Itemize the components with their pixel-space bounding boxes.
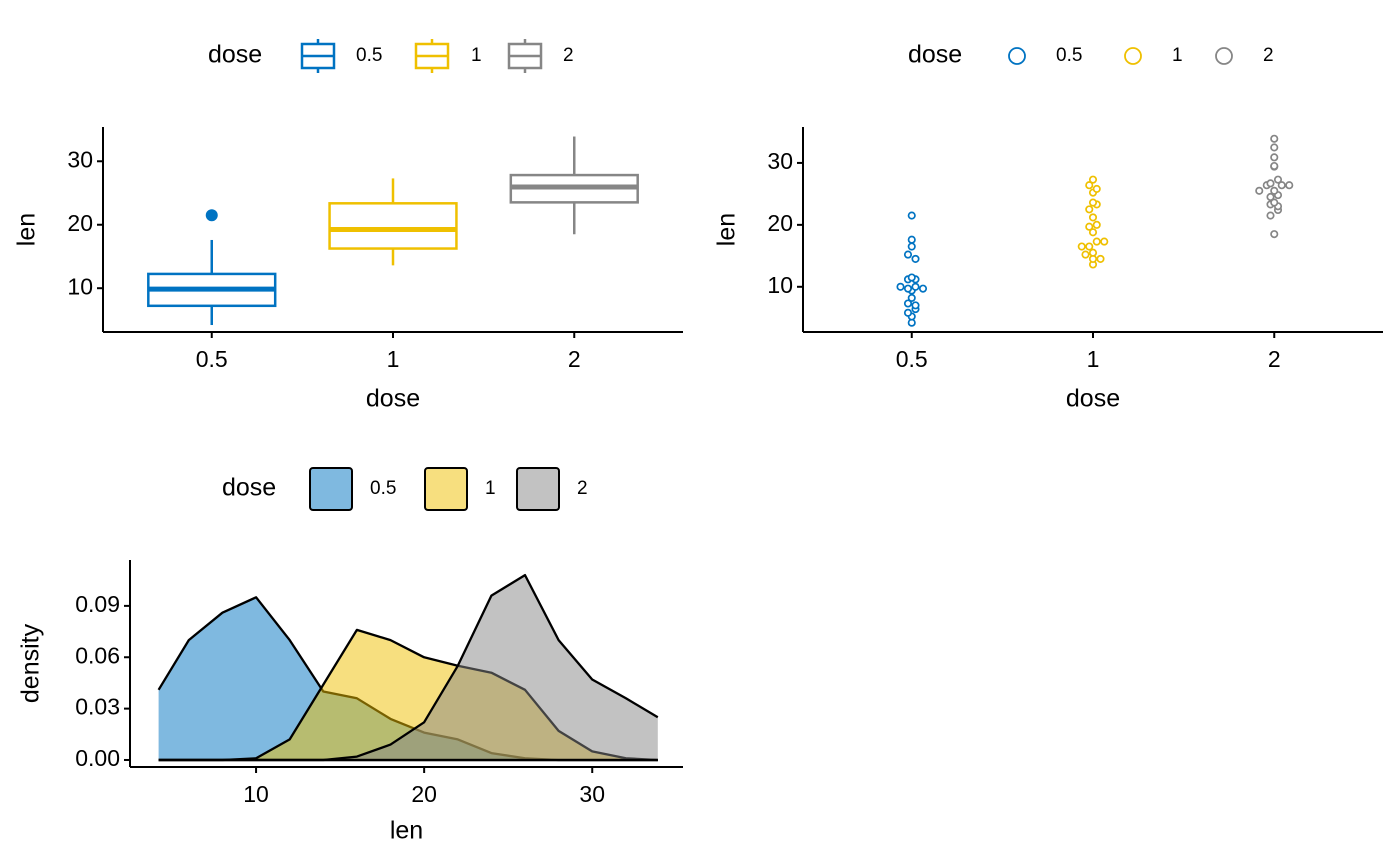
dot xyxy=(1270,143,1279,152)
y-tick-label: 0.00 xyxy=(75,745,120,771)
dot xyxy=(907,273,916,282)
y-tick-label: 20 xyxy=(67,210,93,236)
dot xyxy=(1270,153,1279,162)
x-axis-title: dose xyxy=(1066,385,1120,413)
dot xyxy=(903,284,913,293)
y-tick-label: 0.09 xyxy=(75,591,120,617)
legend-key xyxy=(1215,47,1233,65)
x-tick-label: 10 xyxy=(243,781,269,807)
dot xyxy=(1088,248,1098,257)
dot xyxy=(907,211,916,220)
y-axis-title: density xyxy=(17,623,45,703)
dot xyxy=(903,308,913,317)
dot xyxy=(1270,186,1279,195)
x-tick-label: 30 xyxy=(579,781,605,807)
y-axis-title: len xyxy=(713,213,741,246)
box xyxy=(328,202,458,250)
x-tick-label: 2 xyxy=(1268,346,1281,372)
legend-label: 0.5 xyxy=(1056,45,1082,66)
density-area xyxy=(158,597,658,760)
x-tick-label: 20 xyxy=(411,781,437,807)
x-tick-label: 1 xyxy=(387,346,400,372)
legend-label: 0.5 xyxy=(370,478,396,499)
panel: dose 0.5 1 2 10 20 30 0.5 1 2 dose len xyxy=(713,41,1383,413)
legend-key xyxy=(309,467,353,511)
legend-label: 1 xyxy=(1172,45,1183,66)
panel: dose 0.5 1 2 0.00 0.03 0.06 0.09 10 20 30 len densit… xyxy=(17,467,683,845)
legend-title: dose xyxy=(208,41,262,69)
dot xyxy=(1092,220,1101,229)
dot xyxy=(911,301,920,310)
dot xyxy=(1270,230,1279,239)
dot xyxy=(1092,237,1101,246)
dot xyxy=(911,282,920,291)
x-tick-label: 1 xyxy=(1087,346,1100,372)
legend-label: 2 xyxy=(1263,45,1274,66)
dot xyxy=(1077,242,1086,251)
y-tick-label: 10 xyxy=(767,272,793,298)
legend-key xyxy=(516,467,560,511)
x-tick-label: 0.5 xyxy=(896,346,928,372)
outlier xyxy=(205,209,218,222)
dot xyxy=(1270,161,1279,171)
legend-key xyxy=(1008,47,1026,65)
dot xyxy=(1096,254,1105,263)
y-tick-label: 0.06 xyxy=(75,642,120,668)
legend-label: 2 xyxy=(577,478,588,499)
dot xyxy=(1273,175,1283,184)
x-tick-label: 2 xyxy=(568,346,581,372)
dot xyxy=(1088,175,1098,184)
dot xyxy=(1085,205,1094,214)
dot xyxy=(1266,179,1275,188)
dot xyxy=(903,250,913,259)
dot xyxy=(1255,186,1264,195)
x-axis-title: len xyxy=(390,817,423,845)
dot xyxy=(1081,250,1090,259)
y-tick-label: 0.03 xyxy=(75,694,120,720)
x-axis-title: dose xyxy=(366,385,420,413)
legend-label: 1 xyxy=(485,478,496,499)
dot xyxy=(1088,213,1098,222)
legend-label: 0.5 xyxy=(356,45,382,66)
legend-key xyxy=(424,467,468,511)
dot xyxy=(907,293,916,302)
dot xyxy=(1085,242,1094,251)
dot xyxy=(911,254,920,263)
dot xyxy=(1092,184,1101,193)
legend-label: 2 xyxy=(563,45,574,66)
y-axis-title: len xyxy=(13,213,41,246)
panel: dose 0.5 1 2 10 20 30 0.5 1 2 dose len xyxy=(13,39,683,413)
dot xyxy=(1277,181,1286,190)
y-tick-label: 10 xyxy=(67,273,93,299)
dot xyxy=(1266,192,1275,202)
dot xyxy=(1088,198,1098,207)
dot xyxy=(903,299,913,308)
y-tick-label: 20 xyxy=(767,210,793,236)
dot xyxy=(1285,181,1294,190)
density-area xyxy=(158,575,658,760)
dot xyxy=(1088,228,1098,237)
x-tick-label: 0.5 xyxy=(196,346,228,372)
legend-label: 1 xyxy=(471,45,482,66)
y-tick-label: 30 xyxy=(767,148,793,174)
dot xyxy=(1266,211,1275,220)
dot xyxy=(907,235,916,244)
legend-title: dose xyxy=(222,474,276,502)
dot xyxy=(907,242,916,251)
dot xyxy=(1085,222,1094,231)
dot xyxy=(896,282,905,291)
y-tick-label: 30 xyxy=(67,146,93,172)
dot xyxy=(918,284,928,293)
dot xyxy=(1270,198,1279,207)
dot xyxy=(1270,134,1279,143)
dot xyxy=(1085,181,1094,190)
legend-key xyxy=(1124,47,1142,65)
legend-title: dose xyxy=(908,41,962,69)
dot xyxy=(1100,237,1109,246)
